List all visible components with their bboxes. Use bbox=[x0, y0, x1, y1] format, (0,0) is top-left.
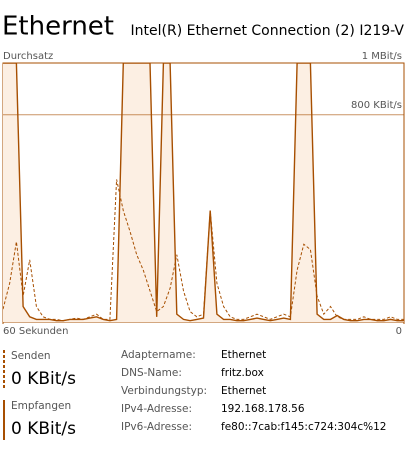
x-tick-label: 60 Sekunden bbox=[3, 326, 68, 337]
detail-label: Adaptername: bbox=[121, 349, 196, 361]
area bbox=[3, 63, 404, 322]
adapter-name: Intel(R) Ethernet Connection (2) I219-V bbox=[131, 23, 405, 39]
sent-line bbox=[3, 179, 404, 322]
chart-frame bbox=[2, 62, 405, 323]
detail-value: fe80::7cab:f145:c724:304c%12 bbox=[221, 421, 386, 433]
detail-value: Ethernet bbox=[221, 349, 266, 361]
title: Ethernet bbox=[2, 12, 114, 42]
detail-value: Ethernet bbox=[221, 385, 266, 397]
detail-label: DNS-Name: bbox=[121, 367, 182, 379]
stat-value: 0 KBit/s bbox=[11, 369, 76, 389]
plot bbox=[3, 63, 404, 322]
axes: 1 MBit/s 800 KBit/s 60 Sekunden 0 bbox=[2, 51, 405, 337]
stat-label: Senden bbox=[11, 350, 51, 362]
y-tick-label: 800 KBit/s bbox=[351, 100, 402, 111]
detail-label: IPv6-Adresse: bbox=[121, 421, 192, 433]
stat-label: Empfangen bbox=[11, 400, 71, 412]
x-tick-label: 0 bbox=[396, 326, 402, 337]
detail-value: fritz.box bbox=[221, 367, 264, 379]
info: Senden 0 KBit/s Empfangen 0 KBit/s Adapterna… bbox=[3, 349, 386, 440]
detail-label: Verbindungstyp: bbox=[121, 385, 207, 397]
y-tick-label: 1 MBit/s bbox=[362, 51, 402, 62]
detail-value: 192.168.178.56 bbox=[221, 403, 305, 415]
detail-label: IPv4-Adresse: bbox=[121, 403, 192, 415]
stat-value: 0 KBit/s bbox=[11, 419, 76, 439]
y-axis-label: Durchsatz bbox=[3, 51, 53, 62]
